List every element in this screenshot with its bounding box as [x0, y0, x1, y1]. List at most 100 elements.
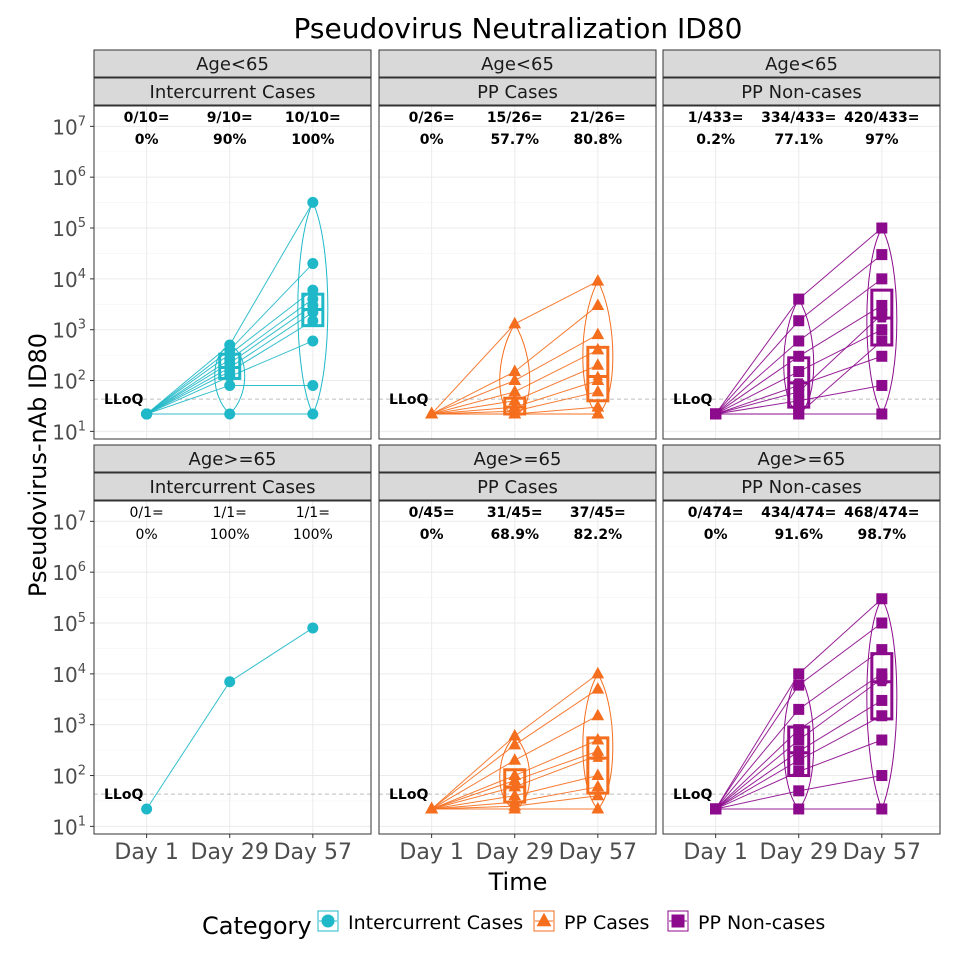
strip-group-bg [378, 472, 657, 501]
data-point [508, 737, 522, 750]
data-point [307, 379, 319, 391]
lloq-label: LLoQ [673, 787, 712, 803]
response-percent: 100% [291, 132, 334, 148]
median-marker [142, 804, 152, 814]
data-point [876, 803, 888, 815]
panel-border [93, 500, 372, 835]
data-point [224, 339, 236, 351]
data-point [508, 753, 522, 765]
response-percent: 0% [136, 527, 158, 543]
data-point [591, 358, 605, 370]
panel-border [378, 105, 657, 440]
response-count: 0/10= [124, 110, 170, 126]
legend-entry-label: PP Cases [564, 912, 649, 934]
facet-panel: Age>=65 PP Cases LLoQ 0/45= 0% 31/45= 68.9% 37/… [378, 444, 657, 865]
legend: Category Intercurrent Cases PP Cases PP Non… [202, 910, 825, 940]
response-count: 420/433= [844, 110, 919, 126]
response-count: 9/10= [207, 110, 253, 126]
data-point [876, 770, 888, 782]
strip-age-bg [93, 444, 372, 473]
chart-title: Pseudovirus Neutralization ID80 [294, 12, 743, 45]
median-marker [308, 304, 318, 314]
response-count: 468/474= [844, 505, 919, 521]
data-point [591, 708, 605, 721]
y-tick-label: 101 [52, 419, 86, 444]
median-marker [877, 677, 887, 687]
response-count: 0/26= [409, 110, 455, 126]
data-point [793, 785, 805, 797]
strip-age-label: Age<65 [481, 54, 554, 75]
median-marker [592, 752, 604, 762]
data-point [793, 315, 805, 327]
data-point [793, 679, 805, 691]
data-point [224, 408, 236, 420]
median-marker [225, 363, 235, 373]
response-count: 21/26= [570, 110, 626, 126]
lloq-label: LLoQ [673, 392, 712, 408]
y-tick-label: 105 [52, 611, 86, 636]
data-point [876, 644, 888, 656]
data-point [508, 364, 522, 377]
strip-age-label: Age<65 [765, 54, 838, 75]
panels-layer: Age<65 Intercurrent Cases LLoQ 0/10= 0% 9/10=… [52, 49, 941, 865]
panel-border [378, 500, 657, 835]
data-point [591, 801, 605, 814]
response-percent: 68.9% [490, 527, 539, 543]
median-marker [426, 803, 437, 813]
median-marker [794, 378, 804, 388]
strip-group-label: PP Non-cases [741, 477, 862, 498]
median-marker [308, 623, 318, 633]
strip-group-bg [93, 77, 372, 106]
data-point [591, 327, 605, 340]
x-tick-label: Day 29 [191, 840, 269, 865]
panel-border [662, 105, 941, 440]
data-point [307, 335, 319, 347]
response-percent: 0% [135, 132, 159, 148]
x-tick-label: Day 57 [559, 840, 637, 865]
response-percent: 0% [420, 132, 444, 148]
response-percent: 82.2% [574, 527, 623, 543]
lloq-label: LLoQ [104, 787, 143, 803]
data-point [793, 724, 805, 736]
strip-age-bg [378, 444, 657, 473]
legend-entry-label: Intercurrent Cases [348, 912, 523, 934]
response-percent: 100% [293, 527, 333, 543]
data-point [876, 273, 888, 285]
data-point [876, 593, 888, 605]
y-tick-label: 102 [52, 369, 86, 394]
legend-entry-label: PP Non-cases [698, 912, 825, 934]
median-marker [142, 409, 152, 419]
data-point [508, 728, 522, 741]
data-point [591, 342, 605, 355]
response-count: 1/1= [213, 505, 247, 521]
data-point [591, 682, 605, 694]
x-tick-label: Day 1 [399, 840, 463, 865]
response-percent: 77.1% [774, 132, 823, 148]
data-point [876, 617, 888, 629]
y-tick-label: 105 [52, 216, 86, 241]
response-count: 0/45= [409, 505, 455, 521]
y-tick-label: 106 [52, 560, 86, 585]
response-percent: 91.6% [774, 527, 823, 543]
response-count: 37/45= [570, 505, 626, 521]
data-point [876, 734, 888, 746]
data-point [876, 222, 888, 234]
response-count: 434/474= [761, 505, 836, 521]
strip-age-label: Age>=65 [189, 449, 277, 470]
x-tick-label: Day 29 [476, 840, 554, 865]
y-tick-label: 107 [52, 114, 86, 139]
strip-group-label: Intercurrent Cases [150, 477, 316, 498]
data-point [307, 284, 319, 296]
data-point [876, 379, 888, 391]
legend-title: Category [202, 912, 312, 940]
x-tick-label: Day 1 [114, 840, 178, 865]
data-point [508, 384, 522, 397]
facet-panel: Age>=65 PP Non-cases LLoQ 0/474= 0% 434/474= 9… [662, 444, 941, 865]
lloq-label: LLoQ [104, 392, 143, 408]
data-point [793, 668, 805, 680]
plot-background [663, 501, 940, 834]
response-percent: 98.7% [858, 527, 907, 543]
median-marker [877, 313, 887, 323]
